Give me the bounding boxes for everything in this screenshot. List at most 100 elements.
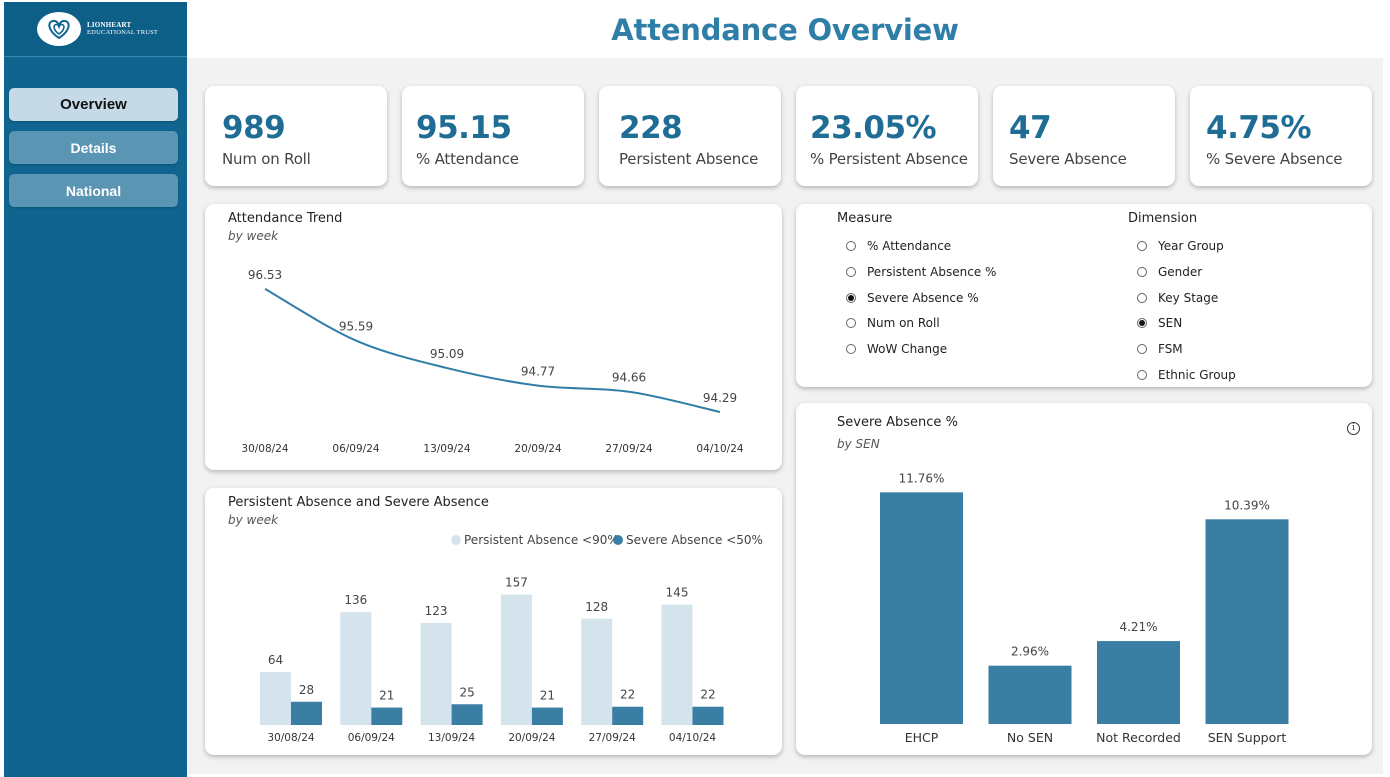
- dimension-option[interactable]: Key Stage: [1137, 290, 1218, 306]
- data-label: 123: [425, 604, 448, 618]
- nav-overview-button[interactable]: Overview: [9, 88, 178, 121]
- data-label: 95.59: [339, 320, 373, 334]
- x-tick-label: 06/09/24: [348, 732, 395, 744]
- kpi-label: % Severe Absence: [1206, 150, 1343, 168]
- chart-subtitle: by SEN: [837, 437, 880, 451]
- radio-button[interactable]: [846, 344, 856, 355]
- attendance-trend-card[interactable]: Attendance Trend by week 96.53 30/08/24 95…: [205, 204, 782, 470]
- kpi-card-pct-severe-absence[interactable]: 4.75% % Severe Absence: [1190, 86, 1372, 186]
- radio-button[interactable]: [846, 241, 856, 251]
- bar: [531, 707, 563, 725]
- bar: [1205, 519, 1289, 724]
- slicer-card: Measure % Attendance Persistent Absence %…: [796, 204, 1372, 387]
- dimension-option[interactable]: FSM: [1137, 341, 1183, 357]
- x-tick-label: 20/09/24: [514, 443, 561, 455]
- measure-option[interactable]: Severe Absence %: [846, 290, 979, 306]
- dimension-option[interactable]: Ethnic Group: [1137, 367, 1236, 383]
- data-label: 22: [700, 688, 715, 702]
- kpi-card-pct-persistent-absence[interactable]: 23.05% % Persistent Absence: [796, 86, 978, 186]
- dimension-option-label: Ethnic Group: [1158, 368, 1236, 382]
- data-label: 157: [505, 576, 528, 590]
- x-tick-label: SEN Support: [1208, 730, 1287, 745]
- lionheart-logo-icon: [37, 12, 81, 46]
- dimension-option[interactable]: Year Group: [1137, 238, 1224, 254]
- dimension-option-label: SEN: [1158, 316, 1183, 331]
- radio-button[interactable]: [1137, 241, 1147, 251]
- x-tick-label: 06/09/24: [332, 443, 379, 455]
- nav-details-button[interactable]: Details: [9, 131, 178, 164]
- data-label: 10.39%: [1224, 498, 1270, 512]
- kpi-card-severe-absence[interactable]: 47 Severe Absence: [993, 86, 1175, 186]
- kpi-label: Num on Roll: [222, 150, 311, 168]
- dimension-option[interactable]: Gender: [1137, 264, 1202, 280]
- radio-button[interactable]: [1137, 266, 1147, 277]
- bar: [260, 671, 291, 725]
- brand-name: LIONHEART: [87, 21, 132, 29]
- dimension-slicer-title: Dimension: [1128, 211, 1198, 226]
- radio-button[interactable]: [1137, 370, 1147, 380]
- data-label: 128: [585, 600, 608, 614]
- page-title: Attendance Overview: [611, 13, 959, 47]
- bar: [880, 492, 963, 724]
- radio-button[interactable]: [846, 318, 856, 329]
- kpi-card-persistent-absence[interactable]: 228 Persistent Absence: [599, 86, 781, 186]
- radio-button[interactable]: [846, 292, 856, 303]
- kpi-label: Persistent Absence: [619, 150, 759, 168]
- legend-label: Persistent Absence <90%: [464, 533, 619, 547]
- bar: [291, 701, 322, 725]
- data-label: 11.76%: [899, 471, 945, 485]
- severe-absence-sen-card[interactable]: Severe Absence % by SEN i 11.76% EHCP 2.96…: [796, 403, 1372, 755]
- dimension-option[interactable]: SEN: [1137, 315, 1182, 331]
- data-label: 96.53: [248, 268, 282, 282]
- absence-by-week-card[interactable]: Persistent Absence and Severe Absence by…: [205, 488, 782, 755]
- kpi-value: 47: [1009, 110, 1052, 146]
- measure-option[interactable]: Persistent Absence %: [846, 264, 996, 280]
- measure-option-label: WoW Change: [867, 342, 948, 357]
- kpi-label: Severe Absence: [1009, 150, 1127, 168]
- chart-title: Attendance Trend: [228, 211, 343, 226]
- legend-swatch: [451, 535, 461, 545]
- bar: [420, 622, 452, 725]
- data-label: 21: [540, 689, 555, 703]
- dimension-option-label: Year Group: [1158, 239, 1224, 253]
- measure-option-label: Num on Roll: [867, 316, 940, 331]
- attendance-trend-chart: 96.53 30/08/24 95.59 06/09/24 95.09 13/09/24 9…: [241, 268, 743, 455]
- info-icon[interactable]: i: [1347, 422, 1360, 435]
- chart-subtitle: by week: [228, 513, 279, 527]
- chart-subtitle: by week: [228, 229, 279, 243]
- radio-button[interactable]: [1137, 344, 1147, 355]
- data-label: 64: [268, 653, 283, 667]
- x-tick-label: No SEN: [1007, 730, 1053, 745]
- measure-option[interactable]: Num on Roll: [846, 315, 940, 331]
- x-tick-label: 30/08/24: [241, 443, 288, 455]
- dimension-option-label: FSM: [1158, 342, 1183, 357]
- data-label: 95.09: [430, 347, 464, 361]
- measure-option[interactable]: WoW Change: [846, 341, 947, 357]
- kpi-value: 95.15: [416, 110, 512, 146]
- measure-option[interactable]: % Attendance: [846, 238, 951, 254]
- bar: [661, 604, 693, 725]
- measure-option-label: Severe Absence %: [867, 290, 979, 305]
- data-label: 94.29: [703, 391, 737, 405]
- brand-tagline: EDUCATIONAL TRUST: [87, 29, 159, 36]
- radio-button[interactable]: [1137, 292, 1147, 303]
- x-tick-label: 30/08/24: [267, 732, 314, 744]
- severe-absence-sen-chart: 11.76% EHCP 2.96% No SEN 4.21% Not Recorded 10…: [880, 471, 1289, 745]
- dimension-option-label: Gender: [1158, 264, 1203, 279]
- brand-logo: LIONHEART EDUCATIONAL TRUST: [4, 2, 187, 57]
- absence-by-week-chart: Persistent Absence <90% Severe Absence <5…: [260, 533, 763, 744]
- radio-button[interactable]: [846, 266, 856, 277]
- measure-option-label: Persistent Absence %: [867, 264, 997, 279]
- bar: [500, 594, 532, 725]
- kpi-value: 228: [619, 110, 683, 146]
- radio-button[interactable]: [1137, 318, 1147, 329]
- bar: [1097, 641, 1180, 724]
- x-tick-label: EHCP: [905, 730, 939, 745]
- kpi-card-num-on-roll[interactable]: 989 Num on Roll: [205, 86, 387, 186]
- chart-title: Severe Absence %: [837, 415, 958, 430]
- data-label: 94.77: [521, 365, 555, 379]
- kpi-card-attendance[interactable]: 95.15 % Attendance: [402, 86, 584, 186]
- data-label: 22: [620, 688, 635, 702]
- bar: [451, 704, 483, 725]
- nav-national-button[interactable]: National: [9, 174, 178, 207]
